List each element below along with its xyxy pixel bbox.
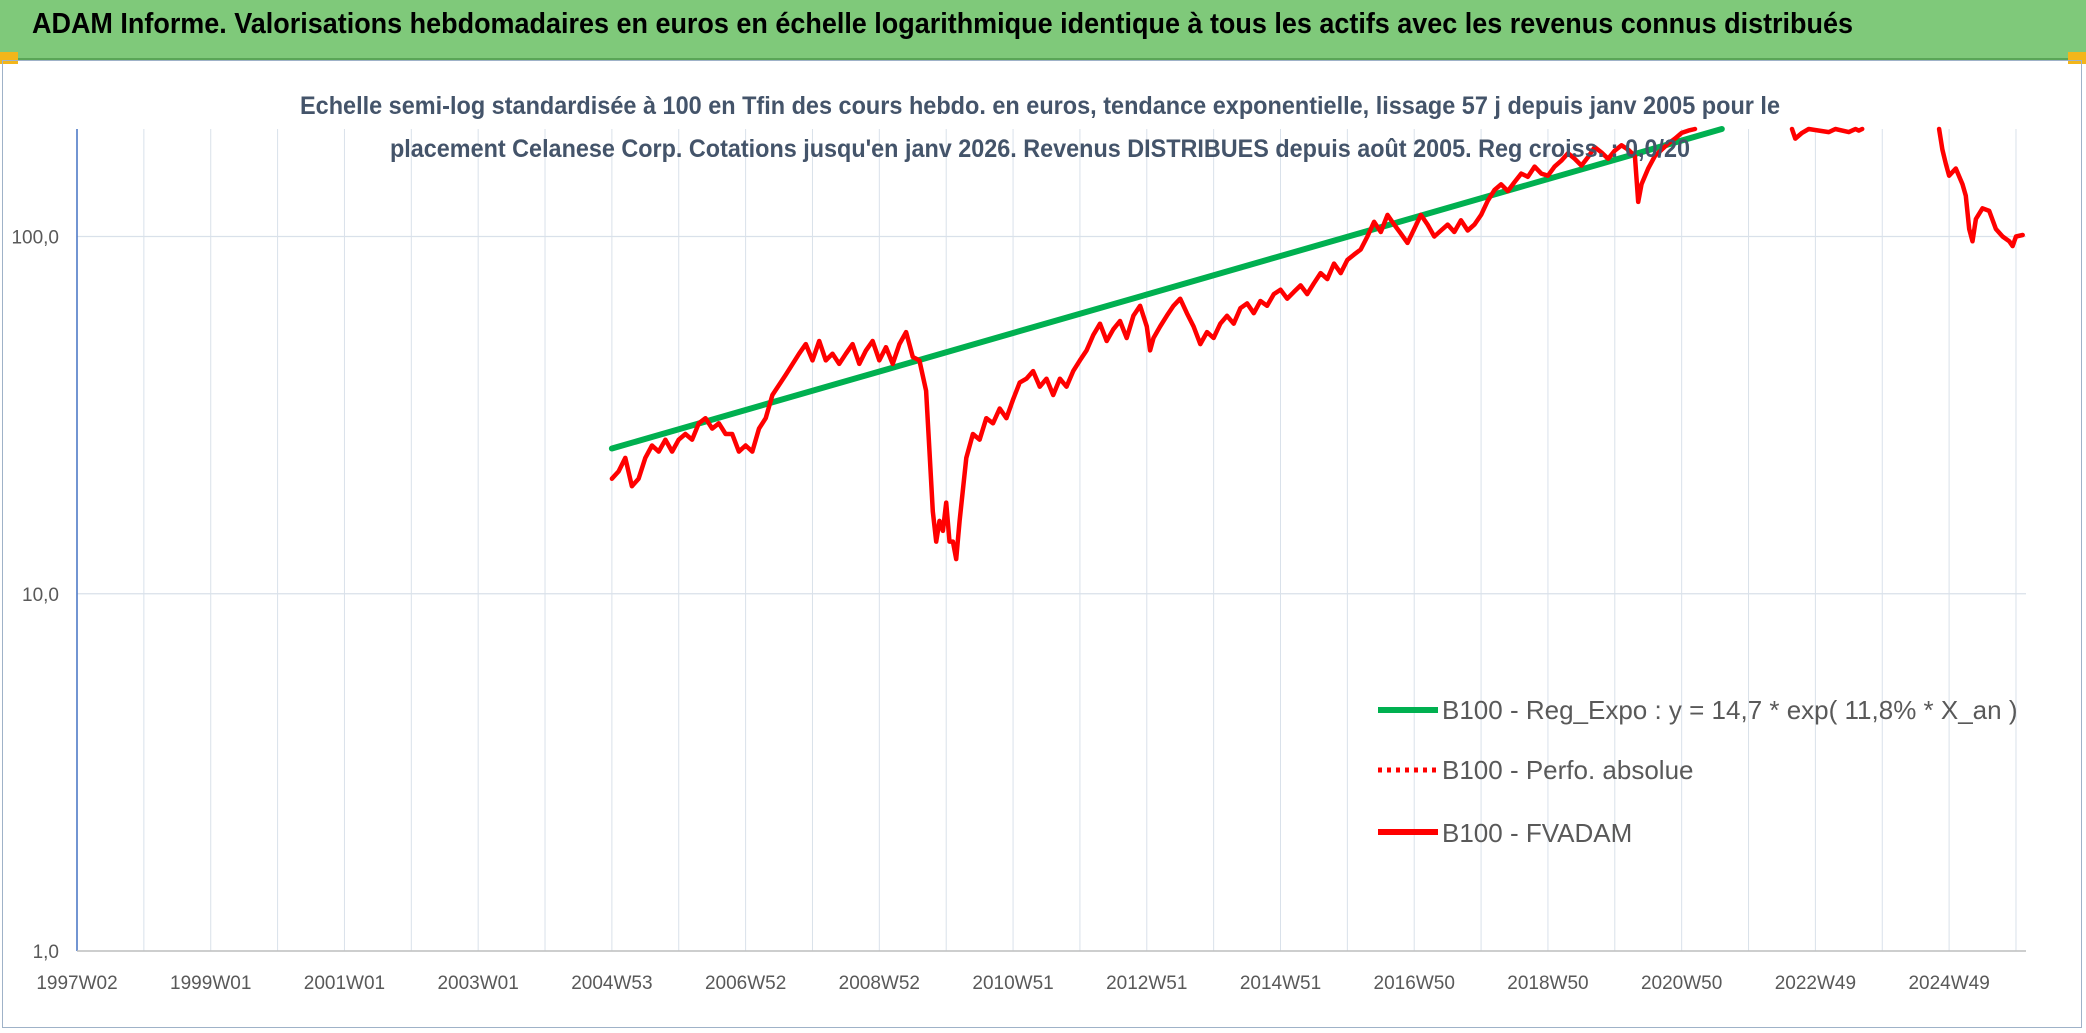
- report-banner: ADAM Informe. Valorisations hebdomadaire…: [0, 0, 2086, 60]
- series-line-fvadam: [1936, 126, 2025, 249]
- x-tick-label: 1997W02: [36, 973, 117, 994]
- chart-title-line-2: placement Celanese Corp. Cotations jusqu…: [390, 135, 1690, 163]
- x-tick-label: 2018W50: [1507, 973, 1588, 994]
- legend: B100 - Reg_Expo : y = 14,7 * exp( 11,8% …: [1378, 695, 2017, 848]
- report-title: ADAM Informe. Valorisations hebdomadaire…: [32, 8, 1853, 40]
- corner-marker-left: [0, 52, 18, 64]
- legend-label-trend: B100 - Reg_Expo : y = 14,7 * exp( 11,8% …: [1442, 695, 2017, 725]
- legend-label-fvadam: B100 - FVADAM: [1442, 818, 1632, 848]
- axis-layer: 1997W02 1999W01 2001W01 2003W01 2004W53 2006W…: [11, 129, 2026, 994]
- y-tick-label: 10,0: [22, 585, 59, 606]
- legend-label-perfo: B100 - Perfo. absolue: [1442, 755, 1694, 785]
- y-tick-label: 100,0: [11, 228, 59, 249]
- y-tick-label: 1,0: [33, 942, 59, 963]
- x-tick-label: 2014W51: [1240, 973, 1321, 994]
- x-tick-label: 2006W52: [705, 973, 786, 994]
- x-tick-label: 2024W49: [1908, 973, 1989, 994]
- x-tick-label: 2001W01: [304, 973, 385, 994]
- grid-layer: [76, 129, 2026, 952]
- x-tick-label: 2010W51: [972, 973, 1053, 994]
- series-layer: [608, 126, 2025, 562]
- x-tick-label: 2020W50: [1641, 973, 1722, 994]
- series-line-trend: [608, 126, 1725, 452]
- series-line-fvadam: [1789, 126, 1865, 141]
- chart-title-line-1: Echelle semi-log standardisée à 100 en T…: [300, 92, 1780, 120]
- x-tick-label: 2003W01: [437, 973, 518, 994]
- x-tick-label: 2008W52: [839, 973, 920, 994]
- chart-frame: [2, 60, 2082, 1028]
- series-line-fvadam: [609, 126, 1698, 562]
- x-tick-label: 2004W53: [571, 973, 652, 994]
- x-tick-label: 2022W49: [1775, 973, 1856, 994]
- x-tick-label: 1999W01: [170, 973, 251, 994]
- x-tick-label: 2012W51: [1106, 973, 1187, 994]
- x-tick-label: 2016W50: [1374, 973, 1455, 994]
